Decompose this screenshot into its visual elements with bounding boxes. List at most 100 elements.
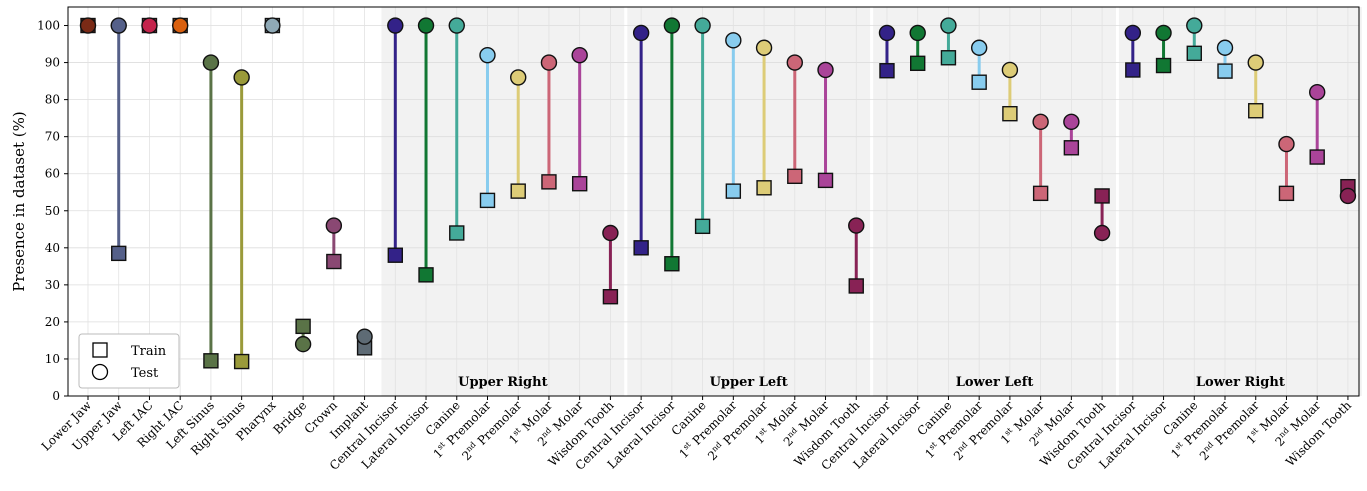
legend-marker-circle	[91, 363, 109, 381]
test-point	[663, 17, 681, 34]
test-point	[325, 217, 343, 234]
y-tick-label: 90	[45, 56, 60, 70]
test-point	[1216, 39, 1234, 56]
test-point	[294, 335, 312, 353]
legend-box	[78, 333, 180, 389]
train-point	[787, 168, 803, 185]
legend-label: Test	[131, 366, 159, 381]
train-point	[479, 192, 496, 209]
train-point	[233, 353, 250, 370]
test-point	[1063, 113, 1080, 131]
train-point	[725, 183, 742, 199]
y-axis-label: Presence in dataset (%)	[10, 111, 28, 292]
train-point	[387, 247, 403, 263]
train-point	[1094, 188, 1110, 204]
test-point	[909, 24, 926, 42]
test-point	[970, 39, 988, 56]
x-tick-label: Bridge	[270, 398, 309, 437]
train-point	[910, 55, 926, 72]
test-point	[387, 17, 404, 34]
test-point	[571, 46, 588, 64]
test-point	[1155, 24, 1172, 42]
y-tick-label: 100	[37, 19, 60, 33]
train-point	[1063, 140, 1080, 156]
y-tick-label: 80	[45, 93, 60, 107]
train-point	[1032, 185, 1049, 202]
test-point	[202, 54, 220, 71]
group-band-3	[1118, 7, 1362, 396]
test-point	[848, 217, 865, 234]
test-point	[264, 17, 281, 34]
test-point	[725, 32, 742, 49]
test-point	[1186, 17, 1203, 34]
group-label: Upper Right	[458, 375, 547, 390]
group-band-1	[627, 7, 871, 396]
test-point	[233, 69, 250, 86]
train-point	[817, 172, 834, 189]
y-tick-label: 0	[52, 389, 60, 403]
train-point	[1309, 149, 1325, 165]
test-point	[510, 69, 527, 86]
test-point	[479, 46, 496, 64]
train-point	[756, 180, 772, 196]
test-point	[141, 17, 158, 34]
test-point	[1001, 61, 1019, 79]
train-point	[633, 240, 649, 256]
train-point	[203, 353, 219, 369]
y-tick-label: 20	[45, 315, 60, 329]
train-point	[971, 74, 987, 90]
train-point	[694, 218, 711, 235]
train-point	[940, 50, 957, 66]
test-point	[110, 17, 127, 34]
test-point	[817, 61, 834, 79]
train-point	[848, 278, 864, 294]
train-point	[1125, 62, 1141, 78]
group-label: Lower Right	[1196, 375, 1285, 390]
test-point	[171, 17, 189, 34]
group-band-0	[381, 7, 625, 396]
train-point	[326, 253, 342, 270]
train-point	[510, 183, 526, 199]
test-point	[540, 54, 558, 71]
test-point	[1339, 187, 1357, 205]
train-point	[541, 174, 557, 190]
train-point	[1248, 103, 1264, 119]
group-label: Lower Left	[956, 375, 1034, 390]
legend-label: Train	[131, 344, 167, 359]
test-point	[694, 17, 711, 34]
test-point	[1032, 113, 1049, 131]
y-tick-label: 10	[45, 352, 60, 366]
train-point	[1155, 57, 1172, 74]
train-point	[1217, 63, 1233, 79]
train-point	[111, 245, 127, 262]
test-point	[356, 328, 373, 345]
train-point	[879, 63, 895, 79]
train-point	[449, 225, 465, 241]
train-point	[602, 289, 619, 305]
legend-marker-square	[92, 342, 108, 358]
test-point	[448, 17, 465, 34]
test-point	[79, 17, 97, 34]
y-tick-label: 50	[45, 204, 60, 218]
test-point	[1247, 54, 1264, 71]
test-point	[602, 224, 619, 242]
test-point	[632, 24, 650, 42]
y-tick-label: 70	[45, 130, 60, 144]
train-point	[418, 267, 434, 283]
y-tick-label: 60	[45, 167, 60, 181]
y-tick-label: 30	[45, 278, 60, 292]
test-point	[1093, 224, 1111, 242]
group-band-2	[873, 7, 1116, 396]
test-point	[878, 24, 896, 42]
train-point	[664, 256, 680, 272]
train-point	[1278, 185, 1295, 202]
train-point	[1186, 45, 1202, 62]
plot-frame	[67, 6, 1360, 397]
test-point	[940, 17, 957, 34]
test-point	[1278, 135, 1295, 153]
test-point	[786, 54, 803, 71]
train-point	[1002, 105, 1018, 122]
test-point	[1308, 84, 1326, 101]
